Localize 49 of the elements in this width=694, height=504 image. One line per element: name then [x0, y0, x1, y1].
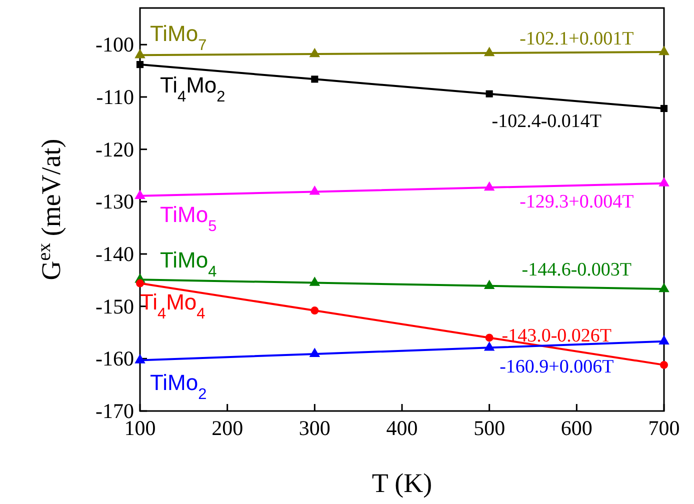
annotation: -129.3+0.004T: [520, 191, 634, 212]
point: [134, 190, 146, 199]
point: [484, 341, 495, 351]
annotation: -102.4-0.014T: [492, 111, 602, 132]
point: [484, 181, 495, 191]
series-label: Ti$_{4}$Mo$_{2}$: [160, 72, 226, 106]
point: [484, 280, 495, 290]
point: [134, 48, 146, 58]
point: [309, 348, 320, 358]
y-tick-label: -140: [96, 242, 134, 266]
series-label: TiMo$_{2}$: [150, 370, 207, 403]
y-tick-label: -130: [96, 190, 134, 214]
x-tick-label: 500: [474, 416, 506, 440]
point: [310, 306, 319, 314]
point: [136, 279, 144, 288]
point: [485, 334, 494, 342]
x-tick-label: 200: [212, 416, 244, 440]
x-tick-label: 600: [560, 416, 592, 440]
point: [309, 276, 320, 286]
y-tick-label: -100: [96, 32, 134, 57]
x-tick-label: 400: [386, 416, 418, 440]
annotation: -102.1+0.001T: [520, 28, 634, 50]
y-tick-label: -110: [96, 84, 134, 109]
point: [134, 354, 146, 364]
series-label: TiMo$_{7}$: [150, 21, 207, 54]
y-tick-label: -120: [96, 137, 134, 162]
x-axis-title: T (K): [372, 468, 432, 498]
series-label: TiMo$_{4}$: [160, 248, 218, 280]
point: [309, 48, 320, 58]
point: [658, 335, 670, 344]
annotation: -143.0-0.026T: [502, 325, 612, 346]
y-tick-label: -150: [96, 294, 134, 318]
annotation: -144.6-0.003T: [522, 259, 632, 280]
point: [660, 104, 668, 112]
point: [136, 60, 144, 68]
point: [311, 76, 318, 83]
point: [658, 177, 670, 186]
series-label: Ti$_{4}$Mo$_{4}$: [140, 289, 206, 322]
series-label: TiMo$_{5}$: [160, 202, 217, 234]
point: [486, 90, 493, 98]
x-tick-label: 300: [298, 416, 330, 440]
point: [309, 186, 320, 195]
y-tick-label: -160: [96, 346, 134, 371]
point: [660, 360, 668, 369]
annotation: -160.9+0.006T: [500, 356, 614, 378]
point: [484, 46, 495, 56]
point: [658, 46, 670, 56]
x-tick-label: 700: [648, 416, 680, 440]
point: [658, 282, 670, 292]
